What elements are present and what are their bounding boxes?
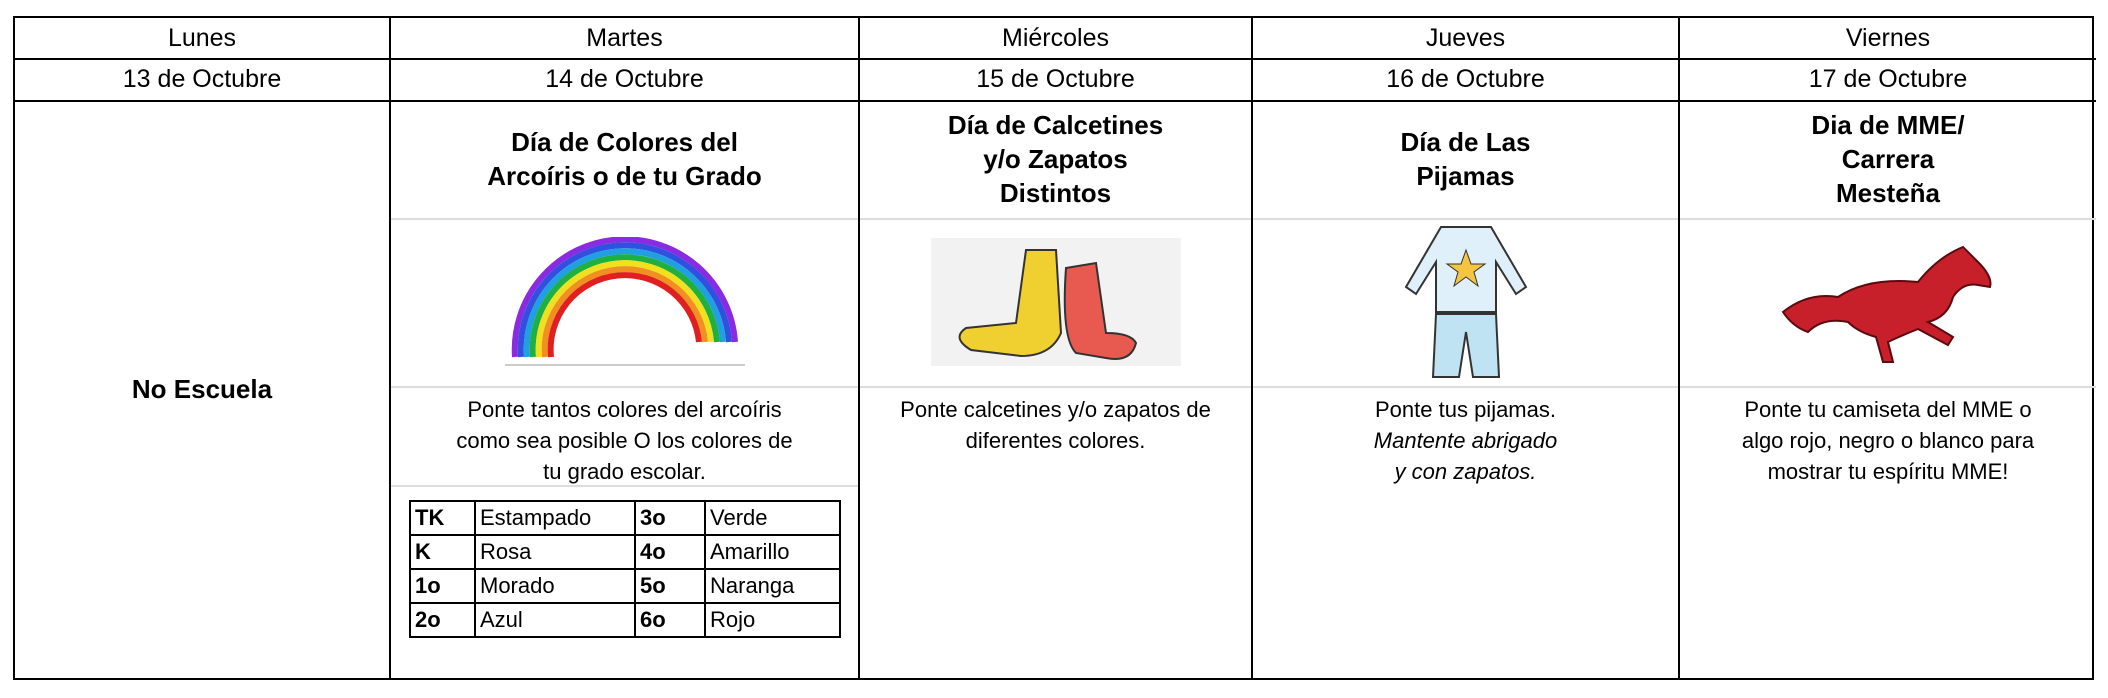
column-lunes: Lunes 13 de Octubre No Escuela <box>15 18 389 678</box>
color: Rojo <box>704 602 841 638</box>
desc-line: Ponte tu camiseta del MME o <box>1744 397 2032 422</box>
grade: 5o <box>634 568 706 604</box>
event-description: Ponte calcetines y/o zapatos de diferent… <box>860 388 1251 456</box>
title-line: Mesteña <box>1835 178 1941 208</box>
desc-line: mostrar tu espíritu MME! <box>1767 459 2009 484</box>
desc-line: como sea posible O los colores de <box>456 428 793 453</box>
table-row: K Rosa 4o Amarillo <box>409 534 841 570</box>
day-date: 14 de Octubre <box>391 58 858 102</box>
title-line: Dia de MME/ <box>1811 110 1965 140</box>
column-jueves: Jueves 16 de Octubre Día de Las Pijamas P… <box>1251 18 1678 678</box>
event-description: Ponte tantos colores del arcoíris como s… <box>391 388 858 487</box>
grade: K <box>409 534 476 570</box>
column-martes: Martes 14 de Octubre Día de Colores del A… <box>389 18 858 678</box>
table-row: 1o Morado 5o Naranga <box>409 568 841 604</box>
color: Azul <box>474 602 636 638</box>
no-school-note: No Escuela <box>131 373 273 404</box>
horse-image <box>1680 218 2096 388</box>
divider <box>391 485 858 487</box>
color: Naranga <box>704 568 841 604</box>
color: Estampado <box>474 500 636 536</box>
day-name: Martes <box>391 18 858 60</box>
grade: 6o <box>634 602 706 638</box>
title-line: Arcoíris o de tu Grado <box>487 161 762 191</box>
desc-line: tu grado escolar. <box>543 459 706 484</box>
socks-image <box>860 218 1251 388</box>
day-date: 13 de Octubre <box>15 58 389 102</box>
day-date: 16 de Octubre <box>1253 58 1678 102</box>
day-name: Viernes <box>1680 18 2096 60</box>
day-date: 17 de Octubre <box>1680 58 2096 102</box>
grade-colors-table: TK Estampado 3o Verde K Rosa 4o Amarillo 1o Mor… <box>409 500 841 638</box>
day-name: Miércoles <box>860 18 1251 60</box>
grade: 4o <box>634 534 706 570</box>
day-name: Lunes <box>15 18 389 60</box>
desc-line: Ponte tantos colores del arcoíris <box>467 397 782 422</box>
column-viernes: Viernes 17 de Octubre Dia de MME/Carrera… <box>1678 18 2096 678</box>
event-title: Día de Las Pijamas <box>1253 100 1678 220</box>
title-line: Carrera <box>1841 144 1935 174</box>
day-date: 15 de Octubre <box>860 58 1251 102</box>
color: Verde <box>704 500 841 536</box>
table-row: TK Estampado 3o Verde <box>409 500 841 536</box>
grade: 2o <box>409 602 476 638</box>
desc-line: Ponte calcetines y/o zapatos de <box>900 397 1211 422</box>
desc-line: Ponte tus pijamas. <box>1375 397 1556 422</box>
rainbow-image <box>391 218 858 388</box>
pajamas-image <box>1253 218 1678 388</box>
grade: 3o <box>634 500 706 536</box>
column-miercoles: Miércoles 15 de Octubre Día de Calcetine… <box>858 18 1251 678</box>
event-title: Día de Colores del Arcoíris o de tu Grado <box>391 100 858 220</box>
event-title: Día de Calcetines y/o Zapatos Distintos <box>860 100 1251 220</box>
color: Amarillo <box>704 534 841 570</box>
event-description: Ponte tu camiseta del MME o algo rojo, n… <box>1680 388 2096 487</box>
color: Morado <box>474 568 636 604</box>
desc-italic-line: y con zapatos. <box>1394 459 1537 484</box>
grade: 1o <box>409 568 476 604</box>
spirit-week-table: Lunes 13 de Octubre No Escuela Martes 14… <box>13 16 2096 680</box>
event-description: Ponte tus pijamas. Mantente abrigado y c… <box>1253 388 1678 487</box>
table-row: 2o Azul 6o Rojo <box>409 602 841 638</box>
title-line: Pijamas <box>1416 161 1515 191</box>
grade: TK <box>409 500 476 536</box>
desc-line: diferentes colores. <box>965 428 1146 453</box>
desc-italic-line: Mantente abrigado <box>1373 428 1558 453</box>
title-line: Día de Las <box>1400 127 1531 157</box>
color: Rosa <box>474 534 636 570</box>
desc-line: algo rojo, negro o blanco para <box>1741 428 2035 453</box>
event-title: Dia de MME/Carrera Mesteña <box>1680 100 2096 220</box>
day-name: Jueves <box>1253 18 1678 60</box>
title-line: Día de Calcetines <box>947 110 1164 140</box>
title-line: Día de Colores del <box>511 127 738 157</box>
title-line: y/o Zapatos <box>983 144 1128 174</box>
title-line: Distintos <box>999 178 1112 208</box>
